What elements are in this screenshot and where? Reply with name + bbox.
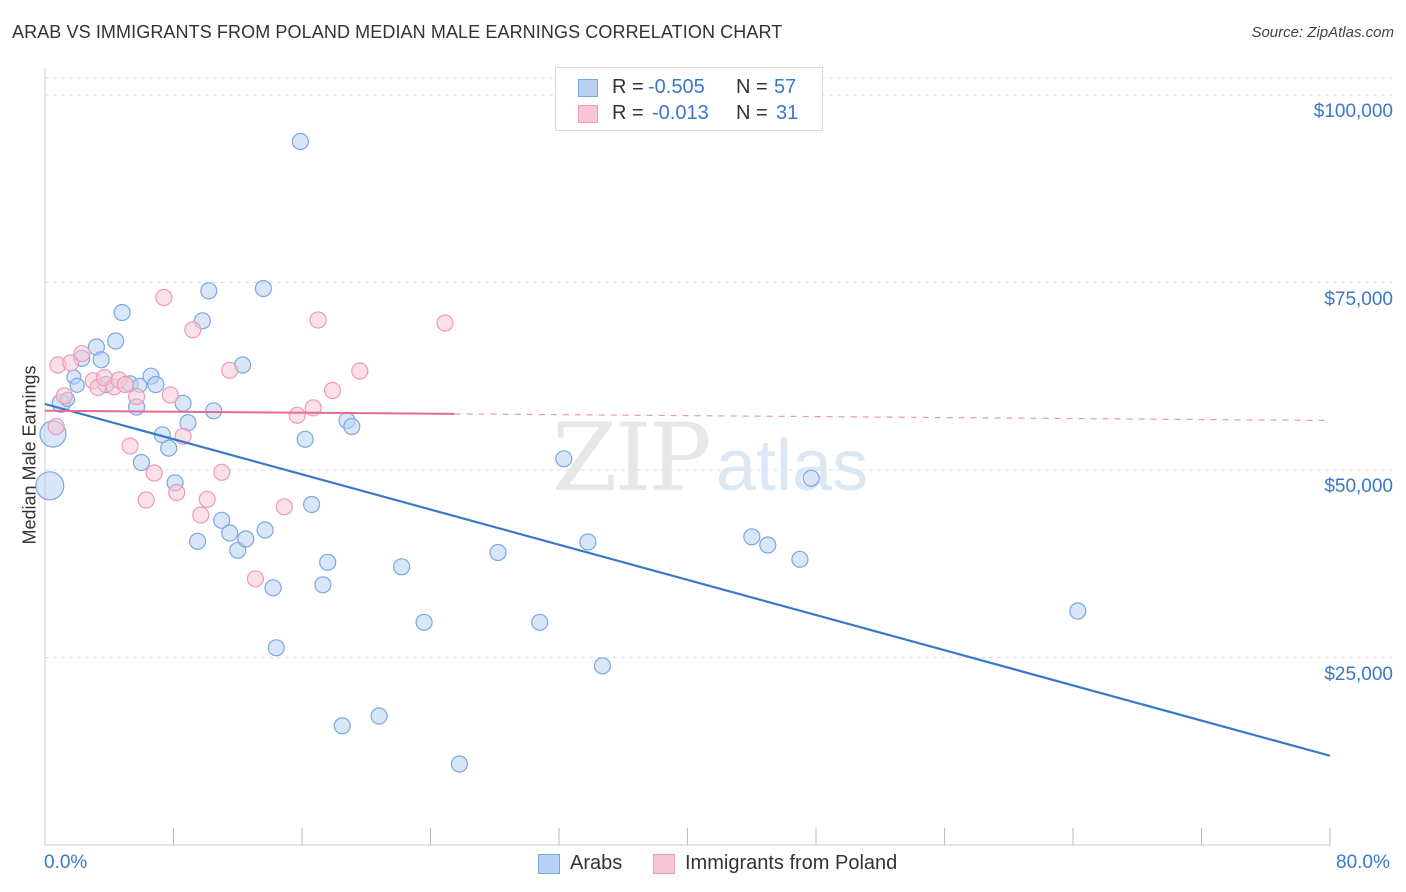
legend-r-value: -0.013 xyxy=(652,102,709,124)
poland-point xyxy=(128,387,146,406)
poland-point xyxy=(184,321,202,339)
arabs-point xyxy=(489,543,507,562)
poland-point xyxy=(121,437,139,455)
arabs-point xyxy=(213,511,231,529)
arabs-point xyxy=(205,402,223,420)
legend-n-label: N = xyxy=(736,76,768,98)
legend-swatch-poland xyxy=(653,854,675,874)
poland-point xyxy=(116,375,134,394)
poland-point xyxy=(213,463,231,481)
poland-point xyxy=(145,464,163,482)
legend-n-label: N = xyxy=(736,102,768,124)
arabs-point xyxy=(291,132,309,151)
arabs-point xyxy=(113,303,131,322)
arabs-point xyxy=(450,755,468,773)
arabs-point xyxy=(579,533,597,551)
arabs-point xyxy=(132,453,150,472)
arabs-point xyxy=(555,450,573,468)
arabs-point xyxy=(1069,602,1087,620)
correlation-legend: R = -0.505 N = 57 R = -0.013 N = 31 xyxy=(555,67,823,131)
legend-n-value: 31 xyxy=(776,102,799,124)
arabs-point xyxy=(237,530,255,548)
watermark-atlas: atlas xyxy=(716,426,868,506)
poland-point xyxy=(198,490,216,508)
arabs-point xyxy=(221,524,239,542)
y-tick-label: $100,000 xyxy=(1313,101,1393,122)
arabs-point xyxy=(35,471,65,501)
arabs-point xyxy=(107,332,125,350)
arabs-point xyxy=(415,613,433,631)
poland-point xyxy=(246,570,264,588)
arabs-point xyxy=(393,558,411,576)
arabs-point xyxy=(254,279,272,298)
poland-point xyxy=(436,314,454,332)
arabs-point xyxy=(319,553,337,571)
arabs-point xyxy=(743,528,761,546)
axes xyxy=(44,68,1331,846)
trend-lines xyxy=(44,402,1331,757)
poland-point xyxy=(73,345,91,363)
poland-point xyxy=(62,354,80,372)
arabs-point xyxy=(256,521,274,539)
poland-point xyxy=(55,387,73,405)
legend-r-label: R = xyxy=(612,76,644,98)
y-axis-title: Median Male Earnings xyxy=(19,365,40,545)
arabs-point xyxy=(343,417,361,436)
legend-swatch-arabs xyxy=(578,79,598,97)
poland-point xyxy=(137,491,155,509)
legend-r-label: R = xyxy=(612,102,644,124)
legend-r-value: -0.505 xyxy=(648,76,705,98)
arabs-point xyxy=(370,707,388,725)
x-tick-label-max: 80.0% xyxy=(1336,852,1390,873)
arabs-point xyxy=(791,550,809,568)
poland-point xyxy=(168,483,186,502)
arabs-point xyxy=(92,351,110,369)
arabs-point xyxy=(593,657,612,675)
poland-trend-line-extension xyxy=(454,413,1331,422)
arabs-point xyxy=(802,469,820,487)
y-tick-label: $50,000 xyxy=(1324,476,1393,497)
poland-point xyxy=(47,417,65,436)
data-points xyxy=(35,132,1087,773)
arabs-point xyxy=(147,375,165,394)
arabs-point xyxy=(296,430,314,448)
watermark-zip: ZIP xyxy=(552,404,709,513)
legend-swatch-arabs xyxy=(538,854,560,874)
arabs-point xyxy=(189,532,207,550)
chart-title: ARAB VS IMMIGRANTS FROM POLAND MEDIAN MA… xyxy=(12,22,783,42)
poland-point xyxy=(288,406,306,424)
arabs-point xyxy=(531,613,549,631)
x-tick-label-min: 0.0% xyxy=(44,852,88,873)
legend-n-value: 57 xyxy=(774,76,797,98)
poland-point xyxy=(155,288,173,307)
y-tick-label: $25,000 xyxy=(1324,663,1393,685)
arabs-point xyxy=(200,282,218,300)
chart-source: Source: ZipAtlas.com xyxy=(1251,24,1394,41)
arabs-point xyxy=(69,377,85,393)
arabs-point xyxy=(160,439,178,457)
poland-point xyxy=(192,506,210,524)
arabs-point xyxy=(303,495,321,514)
poland-point xyxy=(351,362,369,380)
arabs-point xyxy=(759,536,777,554)
y-tick-label: $75,000 xyxy=(1324,288,1393,310)
poland-point xyxy=(221,361,239,379)
poland-point xyxy=(161,386,179,404)
poland-point xyxy=(275,498,293,516)
legend-swatch-poland xyxy=(578,105,598,123)
poland-point xyxy=(309,311,327,329)
watermark: ZIP atlas xyxy=(552,404,868,513)
arabs-point xyxy=(267,639,285,657)
arabs-point xyxy=(333,717,351,735)
poland-trend-line xyxy=(44,409,455,415)
legend-label-poland: Immigrants from Poland xyxy=(685,852,898,874)
poland-point xyxy=(323,381,342,400)
arabs-point xyxy=(314,576,332,594)
legend-label-arabs: Arabs xyxy=(570,852,623,874)
arabs-trend-line xyxy=(44,402,1331,757)
arabs-point xyxy=(264,579,282,597)
